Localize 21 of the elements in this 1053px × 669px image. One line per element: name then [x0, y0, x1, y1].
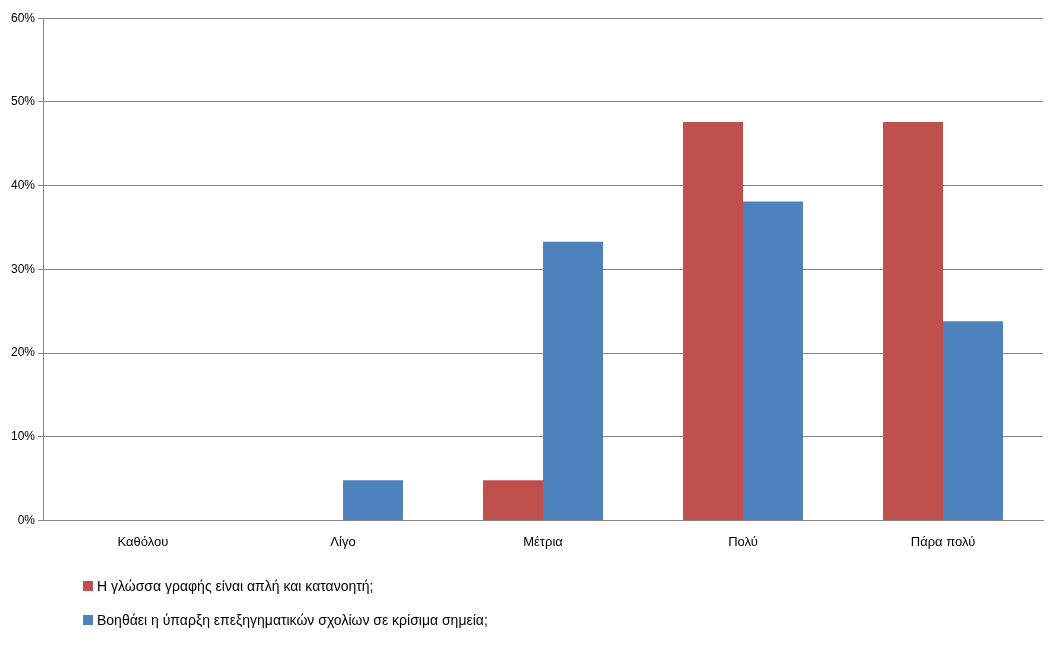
- y-tick-label: 30%: [10, 261, 36, 276]
- y-tick-label: 20%: [10, 345, 36, 360]
- y-tick-label: 50%: [10, 94, 36, 109]
- y-tick-label: 10%: [10, 429, 36, 444]
- legend-label: Βοηθάει η ύπαρξη επεξηγηματικών σχολίων σε κρίσιμα σημεία;: [97, 612, 488, 628]
- legend-label: Η γλώσσα γραφής είναι απλή και κατανοητή;: [97, 578, 374, 594]
- bar: [743, 201, 803, 520]
- y-tick-label: 60%: [10, 10, 36, 25]
- x-tick-label: Λίγο: [330, 533, 356, 549]
- bar: [683, 121, 744, 520]
- y-tick-label: 40%: [10, 177, 36, 192]
- bar: [483, 480, 544, 520]
- bar: [883, 121, 943, 520]
- y-tick-label: 0%: [17, 512, 36, 527]
- x-tick-label: Πάρα πολύ: [910, 533, 976, 549]
- bar: [943, 321, 1003, 520]
- bar: [543, 241, 604, 520]
- x-tick-label: Πολύ: [728, 533, 758, 549]
- bar: [343, 480, 404, 520]
- x-tick-label: Καθόλου: [117, 533, 169, 549]
- x-tick-label: Μέτρια: [523, 533, 564, 549]
